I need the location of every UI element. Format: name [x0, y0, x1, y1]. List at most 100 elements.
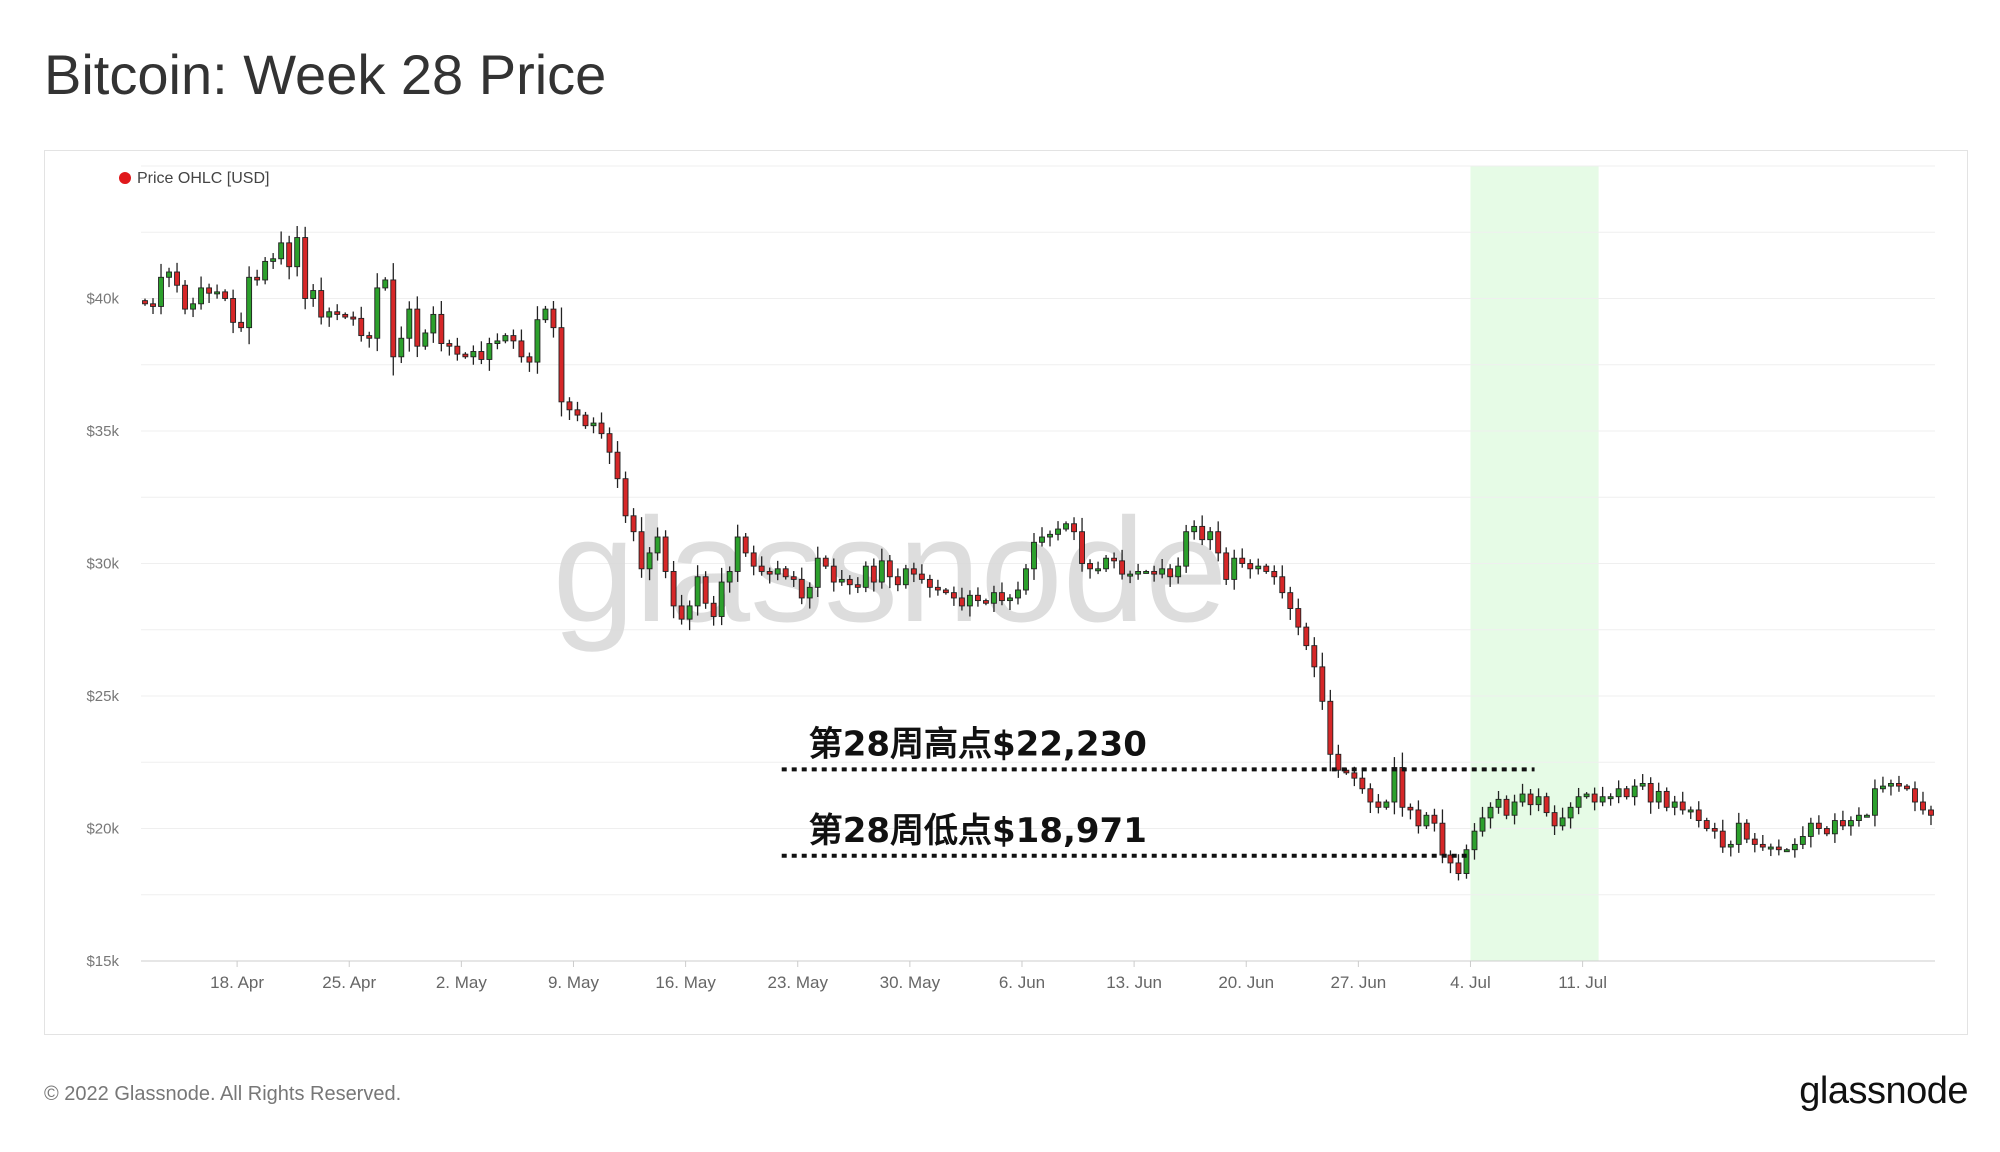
candle-body — [1431, 814, 1438, 824]
candle-body — [206, 287, 213, 294]
candle-body — [1279, 576, 1286, 594]
candle-body — [934, 586, 941, 591]
candle-body — [510, 335, 517, 342]
candle-body — [942, 589, 949, 594]
candle-body — [502, 335, 509, 342]
candle-body — [1023, 568, 1029, 591]
candle-body — [1888, 783, 1894, 787]
candle-body — [1863, 814, 1870, 818]
glassnode-logo[interactable]: glassnode — [1799, 1070, 1968, 1112]
candle-body — [1775, 846, 1782, 851]
price-chart: glassnode $15k$20k$25k$30k$35k$40k 18. A… — [86, 165, 1935, 992]
candle-body — [1487, 806, 1494, 819]
x-tick-label: 4. Jul — [1450, 973, 1491, 992]
candle-body — [1127, 573, 1134, 577]
candle-body — [1719, 830, 1726, 848]
candle-body — [830, 565, 837, 583]
candle-body — [1039, 536, 1045, 543]
x-tick-label: 13. Jun — [1106, 973, 1162, 992]
candle-body — [1351, 772, 1358, 779]
candle-body — [710, 602, 717, 617]
candle-body — [1007, 597, 1013, 602]
candle-body — [1183, 531, 1190, 567]
candle-body — [1247, 563, 1254, 570]
candle-body — [1463, 849, 1470, 875]
annotations: 第28周高点$22,230 第28周低点$18,971 — [781, 724, 1535, 858]
candle-body — [1511, 801, 1518, 816]
candle-body — [1695, 809, 1702, 822]
candle-body — [1447, 854, 1454, 864]
candle-body — [198, 287, 204, 305]
candle-body — [1551, 812, 1558, 827]
candle-body — [1767, 846, 1774, 850]
candle-body — [1191, 525, 1198, 533]
x-tick-label: 18. Apr — [210, 973, 264, 992]
candle-body — [918, 573, 925, 580]
candle-body — [1479, 817, 1486, 832]
candle-body — [190, 303, 196, 310]
candle-body — [726, 571, 733, 583]
candle-body — [1679, 801, 1686, 811]
candle-body — [422, 332, 429, 347]
legend[interactable]: Price OHLC [USD] — [119, 170, 269, 187]
candle-body — [1807, 822, 1814, 837]
candle-body — [1847, 820, 1854, 827]
candle-body — [550, 308, 557, 329]
candle-body — [646, 552, 653, 570]
candle-body — [926, 578, 933, 588]
candle-body — [1167, 568, 1174, 578]
candle-body — [814, 557, 821, 588]
candle-body — [1407, 806, 1414, 811]
candle-body — [534, 319, 541, 363]
candle-body — [1375, 801, 1382, 808]
legend-dot-icon — [119, 172, 131, 184]
candle-body — [1599, 796, 1606, 803]
candle-body — [1687, 809, 1694, 813]
candle-body — [686, 605, 693, 620]
candle-body — [1031, 541, 1037, 570]
candle-body — [782, 568, 789, 578]
x-tick-label: 9. May — [548, 973, 600, 992]
candle-body — [406, 308, 413, 339]
candle-body — [622, 478, 629, 517]
candle-body — [1912, 788, 1918, 803]
candle-body — [1151, 571, 1158, 575]
candle-body — [166, 271, 172, 278]
candle-body — [950, 592, 957, 599]
candle-body — [374, 287, 381, 339]
candle-body — [574, 409, 581, 416]
candle-body — [975, 594, 981, 602]
candle-body — [910, 568, 917, 575]
candle-body — [1623, 788, 1630, 798]
candle-body — [1815, 822, 1822, 829]
candle-body — [1567, 806, 1574, 819]
candle-body — [566, 401, 573, 411]
candle-body — [1928, 809, 1934, 816]
candle-body — [230, 298, 237, 323]
candle-body — [606, 433, 613, 453]
candle-body — [582, 414, 589, 427]
candle-body — [294, 237, 301, 268]
candle-body — [966, 594, 973, 607]
candle-body — [342, 313, 349, 318]
candle-body — [742, 536, 749, 554]
candle-body — [1759, 843, 1766, 848]
candle-body — [1335, 753, 1342, 771]
y-tick-label: $20k — [86, 821, 119, 838]
candle-body — [158, 276, 164, 307]
candle-body — [262, 260, 269, 281]
candle-body — [1872, 788, 1878, 816]
candle-body — [1175, 565, 1182, 578]
candle-body — [983, 600, 989, 604]
y-tick-label: $30k — [86, 556, 119, 573]
candle-body — [1615, 788, 1622, 798]
candle-body — [1783, 849, 1790, 853]
candle-body — [1111, 557, 1118, 562]
candle-body — [542, 308, 549, 321]
candle-body — [486, 343, 493, 360]
candle-body — [1839, 820, 1846, 827]
legend-label: Price OHLC [USD] — [137, 170, 269, 187]
candle-body — [470, 351, 477, 358]
candle-body — [958, 597, 965, 607]
candle-body — [1319, 666, 1326, 702]
